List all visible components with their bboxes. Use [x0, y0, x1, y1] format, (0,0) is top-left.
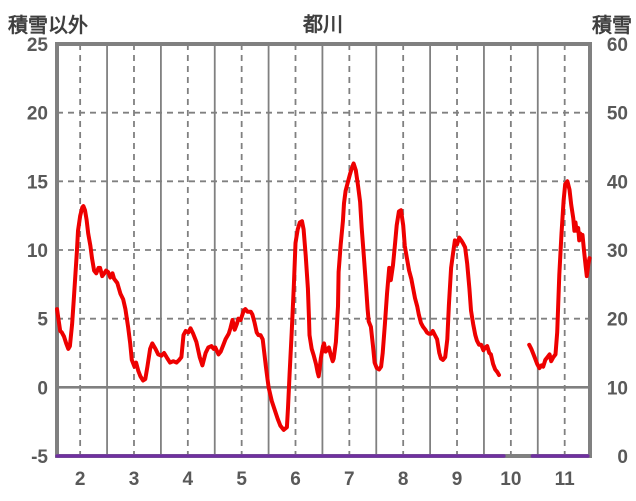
x-axis-tick-label: 11	[555, 469, 576, 490]
x-axis-tick-label: 4	[183, 469, 194, 490]
x-axis-tick-label: 10	[500, 469, 521, 490]
left-axis-title: 積雪以外	[8, 15, 88, 37]
x-axis-tick-label: 8	[398, 469, 409, 490]
right-axis-tick-label: 50	[607, 104, 628, 125]
right-axis-tick-label: 20	[607, 310, 628, 331]
left-axis-tick-label: 5	[37, 310, 48, 331]
right-axis-title: 積雪	[592, 15, 632, 37]
x-axis-tick-label: 3	[129, 469, 140, 490]
right-axis-tick-label: 40	[607, 172, 628, 193]
chart-title: 都川	[303, 14, 343, 36]
left-axis-tick-label: 15	[27, 172, 49, 193]
x-axis-tick-label: 9	[452, 469, 463, 490]
x-axis-tick-label: 5	[236, 469, 247, 490]
x-axis-tick-label: 2	[75, 469, 86, 490]
red-series-line	[527, 179, 592, 371]
left-axis-tick-label: 25	[27, 35, 49, 56]
right-axis-tick-label: 60	[607, 35, 628, 56]
x-axis-tick-label: 7	[344, 469, 355, 490]
x-axis-tick-label: 6	[290, 469, 301, 490]
red-series-line	[55, 161, 501, 432]
right-axis-tick-label: 10	[607, 378, 628, 399]
left-axis-tick-label: 0	[37, 378, 48, 399]
left-axis-tick-label: -5	[31, 447, 48, 468]
left-axis-tick-label: 10	[27, 241, 48, 262]
right-axis-tick-label: 0	[617, 447, 628, 468]
left-axis-tick-label: 20	[27, 104, 48, 125]
right-axis-tick-label: 30	[607, 241, 628, 262]
